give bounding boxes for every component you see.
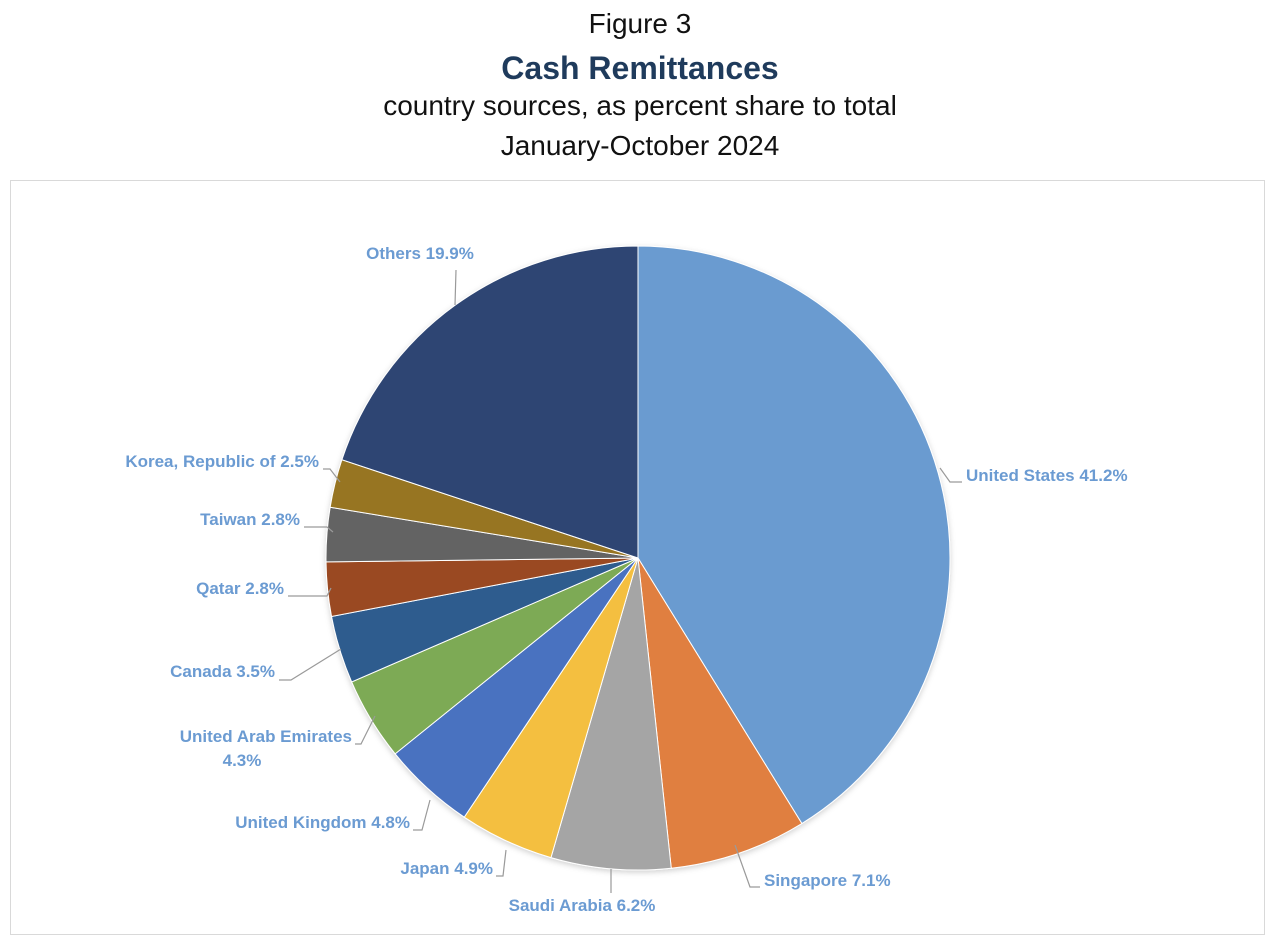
chart-title: Cash Remittances [501,50,779,86]
data-label-saudi-arabia: Saudi Arabia 6.2% [509,896,656,915]
chart-subtitle-line1: country sources, as percent share to tot… [383,90,897,121]
leader-line-united-kingdom [413,799,431,831]
leader-line-others [454,269,457,306]
leader-line-united-arab-emirates [355,715,376,745]
data-label-others: Others 19.9% [366,244,474,263]
figure-label: Figure 3 [588,8,692,39]
chart-subtitle-line2: January-October 2024 [500,130,780,161]
pie-slice-singapore [637,557,803,869]
pie-slice-others [341,245,639,559]
pie-slice-saudi-arabia [550,557,672,871]
data-label-japan: Japan 4.9% [400,859,493,878]
leader-line-canada [279,648,342,681]
pie-slice-united-states [637,245,951,825]
leader-line-singapore [734,844,760,888]
leader-line-taiwan [304,526,334,533]
leader-line-united-states [939,467,962,483]
leader-line-qatar [288,587,332,597]
leader-line-japan [496,849,507,877]
data-label-korea-republic-of: Korea, Republic of 2.5% [125,452,319,471]
data-label-qatar: Qatar 2.8% [196,579,284,598]
leader-line-korea-republic-of [323,468,341,483]
data-label-united-kingdom: United Kingdom 4.8% [235,813,410,832]
data-label-taiwan: Taiwan 2.8% [200,510,300,529]
data-label-canada: Canada 3.5% [170,662,275,681]
data-label-united-states: United States 41.2% [966,466,1128,485]
data-label-singapore: Singapore 7.1% [764,871,891,890]
data-label-united-arab-emirates: United Arab Emirates 4.3% [180,727,352,770]
